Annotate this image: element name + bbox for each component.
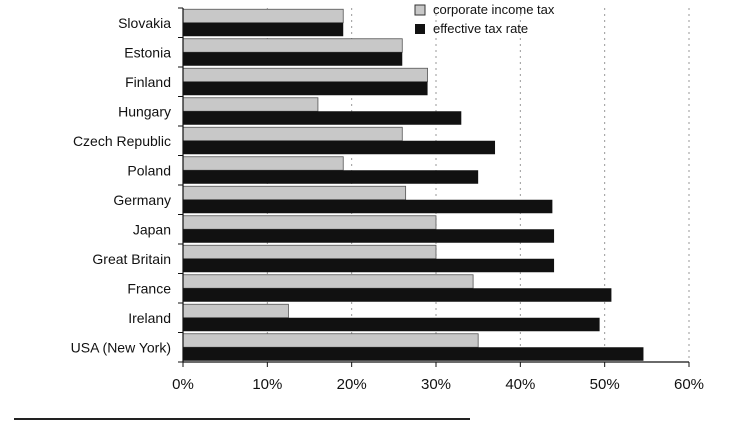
bar-corporate-income-tax [182, 185, 407, 201]
bar-effective-tax-rate [183, 22, 344, 37]
category-label: Poland [127, 162, 171, 178]
bar-effective-tax-rate [183, 81, 428, 96]
bar-corporate-income-tax [182, 215, 437, 230]
category-label: Ireland [128, 310, 171, 326]
bar-corporate-income-tax [182, 97, 319, 112]
x-tick-label: 0% [172, 376, 194, 393]
x-tick-label: 50% [590, 376, 620, 393]
legend: corporate income tax effective tax rate [414, 2, 555, 36]
category-label: France [127, 280, 171, 296]
category-label: Slovakia [118, 15, 171, 31]
bar-corporate-income-tax [182, 156, 344, 171]
x-tick-labels: 0% 10% 20% 30% 40% 50% 60% [172, 376, 704, 393]
category-label: Estonia [124, 44, 171, 60]
bar-corporate-income-tax [182, 38, 403, 53]
bar-corporate-income-tax [182, 244, 437, 260]
bar-effective-tax-rate [183, 111, 462, 125]
bars [182, 8, 644, 361]
legend-swatch-corporate-income-tax [414, 4, 426, 16]
bar-effective-tax-rate [183, 258, 555, 273]
bar-effective-tax-rate [183, 347, 644, 361]
x-tick-label: 60% [674, 376, 704, 393]
bar-effective-tax-rate [183, 170, 479, 184]
bar-effective-tax-rate [183, 229, 555, 243]
bar-effective-tax-rate [183, 52, 403, 66]
category-label: Hungary [118, 103, 171, 119]
bar-effective-tax-rate [183, 288, 612, 302]
gridlines [266, 8, 690, 362]
bar-corporate-income-tax [182, 333, 479, 348]
category-label: Czech Republic [73, 133, 171, 149]
x-tick-label: 40% [505, 376, 535, 393]
x-tick-label: 20% [337, 376, 367, 393]
legend-label: effective tax rate [433, 21, 528, 36]
bar-corporate-income-tax [182, 126, 403, 142]
category-label: Finland [125, 74, 171, 90]
category-label: USA (New York) [71, 339, 171, 355]
x-tick-label: 10% [252, 376, 282, 393]
x-tick-label: 30% [421, 376, 451, 393]
category-label: Great Britain [92, 251, 171, 267]
legend-label: corporate income tax [433, 2, 555, 17]
bar-corporate-income-tax [182, 274, 474, 289]
legend-swatch-effective-tax-rate [415, 24, 425, 34]
category-label: Germany [113, 192, 171, 208]
bar-effective-tax-rate [183, 317, 600, 332]
category-labels: Slovakia Estonia Finland Hungary Czech Repub… [71, 15, 172, 356]
bar-effective-tax-rate [183, 199, 553, 214]
bar-corporate-income-tax [182, 8, 344, 24]
category-label: Japan [133, 221, 171, 237]
bar-corporate-income-tax [182, 303, 289, 319]
bar-corporate-income-tax [182, 67, 428, 83]
bar-effective-tax-rate [183, 140, 496, 155]
axes [14, 7, 690, 420]
